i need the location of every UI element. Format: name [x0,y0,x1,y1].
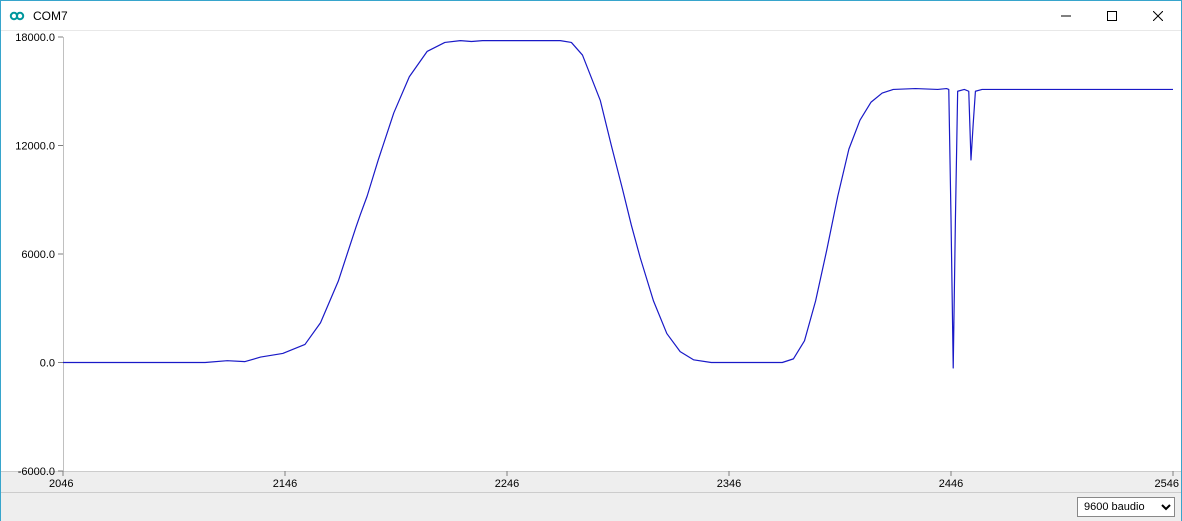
y-tick-label: -6000.0 [18,466,55,478]
maximize-button[interactable] [1089,1,1135,30]
x-tick-label: 2246 [495,478,519,490]
y-tick-label: 0.0 [40,358,55,370]
x-tick-label: 2546 [1155,478,1179,490]
x-tick-label: 2046 [49,478,73,490]
x-tick-label: 2346 [717,478,741,490]
close-button[interactable] [1135,1,1181,30]
baud-rate-select[interactable]: 300 baudio1200 baudio2400 baudio4800 bau… [1077,497,1175,517]
window-controls [1043,1,1181,30]
serial-plot: -6000.0 0.0 6000.0 12000.0 18000.0 2046 2146 22… [1,31,1181,492]
footer-bar: 300 baudio1200 baudio2400 baudio4800 bau… [1,492,1181,521]
y-tick-label: 18000.0 [15,32,55,44]
y-tick-label: 6000.0 [21,249,55,261]
minimize-button[interactable] [1043,1,1089,30]
y-tick-label: 12000.0 [15,141,55,153]
x-tick-label: 2146 [273,478,297,490]
arduino-icon [9,8,25,24]
plot-svg: -6000.0 0.0 6000.0 12000.0 18000.0 2046 2146 22… [1,31,1181,492]
titlebar: COM7 [1,1,1181,31]
series-line [63,41,1173,368]
x-tick-label: 2446 [939,478,963,490]
window-title: COM7 [33,9,1043,23]
